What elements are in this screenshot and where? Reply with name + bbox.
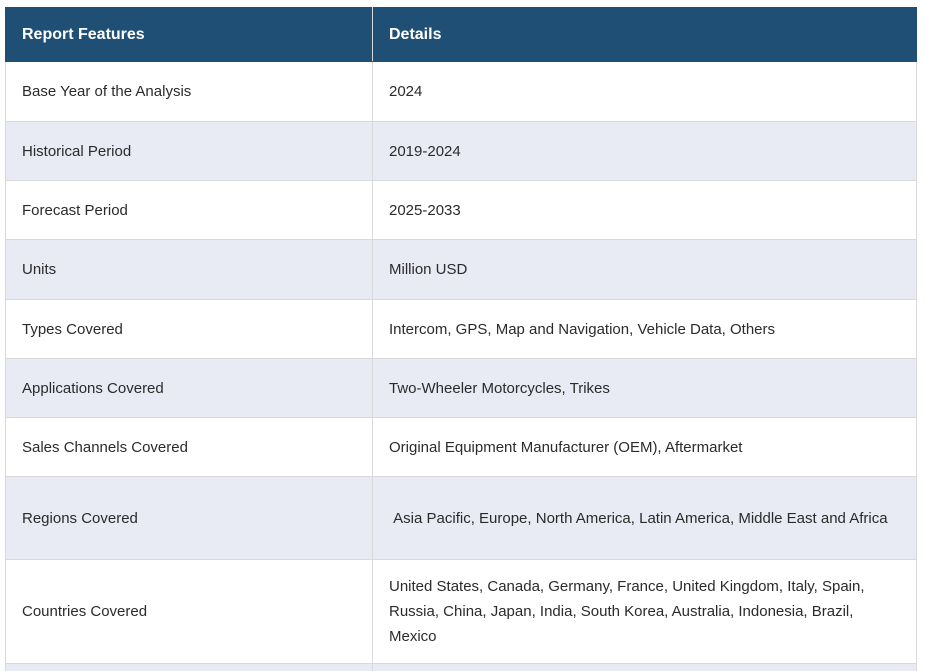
feature-cell: Units — [5, 239, 373, 300]
table-row: Sales Channels Covered Original Equipmen… — [5, 417, 917, 477]
table-row: Historical Period 2019-2024 — [5, 121, 917, 181]
table-row: Countries Covered United States, Canada,… — [5, 559, 917, 664]
detail-cell: Original Equipment Manufacturer (OEM), A… — [372, 417, 917, 477]
table-row: Applications Covered Two-Wheeler Motorcy… — [5, 358, 917, 418]
feature-cell: Forecast Period — [5, 180, 373, 240]
feature-cell: Types Covered — [5, 299, 373, 359]
detail-cell: Million USD — [372, 239, 917, 300]
detail-cell: Two-Wheeler Motorcycles, Trikes — [372, 358, 917, 418]
table-header-row: Report Features Details — [5, 7, 917, 62]
table-row: Types Covered Intercom, GPS, Map and Nav… — [5, 299, 917, 359]
feature-cell: Sales Channels Covered — [5, 417, 373, 477]
report-features-table: Report Features Details Base Year of the… — [5, 7, 917, 671]
feature-cell — [5, 663, 373, 671]
feature-cell: Historical Period — [5, 121, 373, 181]
table-row: Base Year of the Analysis 2024 — [5, 61, 917, 122]
table-row: Units Million USD — [5, 239, 917, 300]
detail-cell: Intercom, GPS, Map and Navigation, Vehic… — [372, 299, 917, 359]
detail-cell: 2019-2024 — [372, 121, 917, 181]
table-row: Regions Covered Asia Pacific, Europe, No… — [5, 476, 917, 560]
detail-cell: United States, Canada, Germany, France, … — [372, 559, 917, 664]
feature-cell: Base Year of the Analysis — [5, 61, 373, 122]
feature-cell: Applications Covered — [5, 358, 373, 418]
feature-cell: Regions Covered — [5, 476, 373, 560]
detail-cell — [372, 663, 917, 671]
detail-cell: Asia Pacific, Europe, North America, Lat… — [372, 476, 917, 560]
table-row: Forecast Period 2025-2033 — [5, 180, 917, 240]
detail-cell: 2024 — [372, 61, 917, 122]
header-report-features: Report Features — [5, 7, 373, 62]
detail-cell: 2025-2033 — [372, 180, 917, 240]
table-row-partial — [5, 663, 917, 671]
feature-cell: Countries Covered — [5, 559, 373, 664]
header-details: Details — [372, 7, 917, 62]
